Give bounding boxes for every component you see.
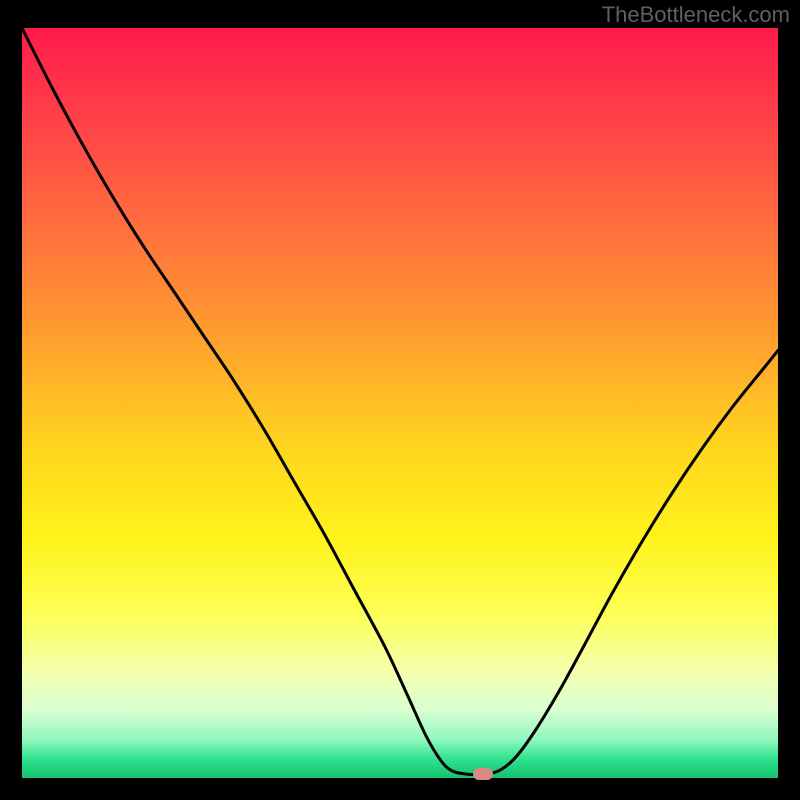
curve-svg	[22, 28, 778, 778]
minimum-marker	[473, 768, 493, 780]
watermark-text: TheBottleneck.com	[602, 2, 790, 28]
plot-area	[22, 28, 778, 778]
chart-frame: TheBottleneck.com	[0, 0, 800, 800]
bottleneck-curve	[22, 28, 778, 775]
